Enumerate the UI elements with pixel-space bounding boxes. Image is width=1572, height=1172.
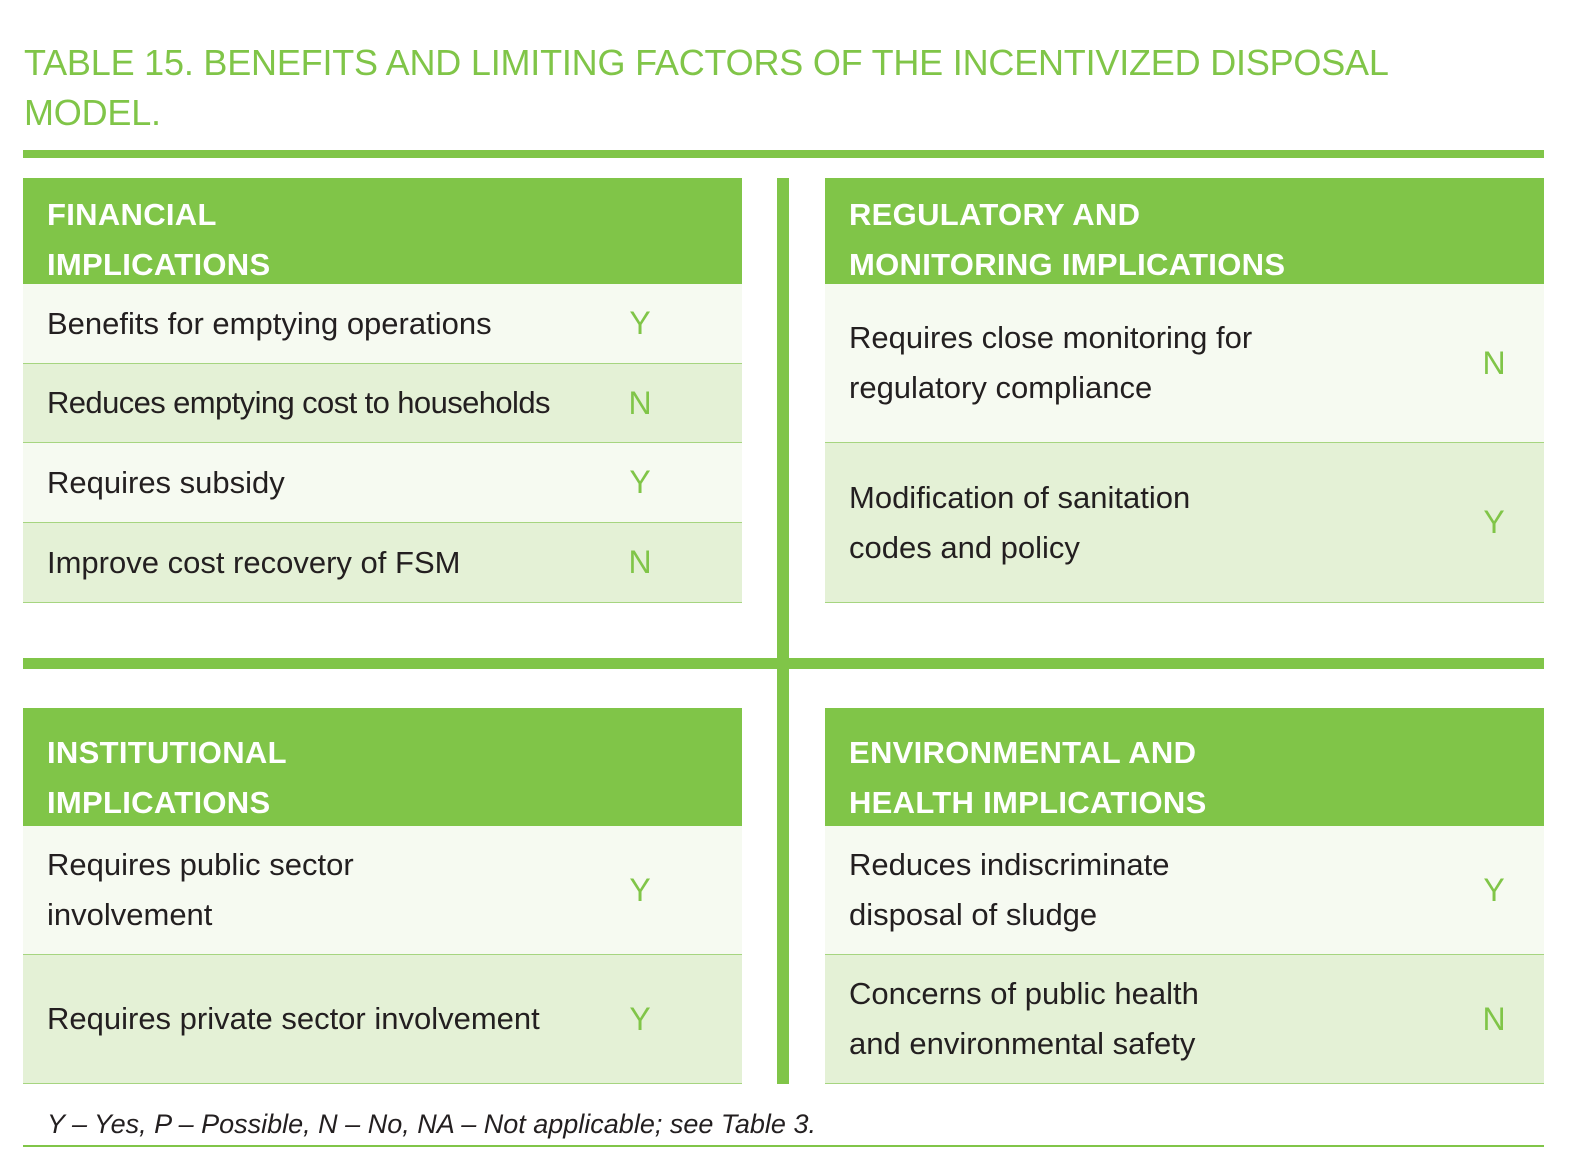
row-label: Requires public sector involvement [47,847,354,932]
row-label: Concerns of public health and environmen… [849,976,1199,1061]
row-label: Reduces emptying cost to households [47,385,550,420]
table-row: Concerns of public health and environmen… [825,955,1544,1084]
table-row: Benefits for emptying operations Y [23,284,742,364]
table-row: Modification of sanitation codes and pol… [825,443,1544,603]
row-label: Reduces indiscriminate disposal of sludg… [849,847,1170,932]
row-label: Requires close monitoring for regulatory… [849,320,1253,405]
footnote: Y – Yes, P – Possible, N – No, NA – Not … [47,1109,816,1139]
row-value: Y [629,464,651,500]
bottom-divider [23,1145,1544,1147]
row-value: N [1482,1000,1506,1037]
table-row: Requires private sector involvement Y [23,955,742,1084]
row-label: Requires subsidy [47,464,285,500]
row-value: Y [1483,504,1505,540]
panel-heading: REGULATORY AND MONITORING IMPLICATIONS [825,178,1544,284]
panel-heading: INSTITUTIONAL IMPLICATIONS [23,708,742,826]
row-value: Y [1483,871,1505,908]
regulatory-implications-panel: REGULATORY AND MONITORING IMPLICATIONS R… [825,178,1544,603]
panel-heading: FINANCIAL IMPLICATIONS [23,178,742,284]
row-value: N [628,384,652,421]
row-value: N [628,544,652,580]
row-label: Modification of sanitation codes and pol… [849,479,1191,565]
row-label: Improve cost recovery of FSM [47,544,461,580]
environmental-implications-panel: ENVIRONMENTAL AND HEALTH IMPLICATIONS Re… [825,708,1544,1084]
financial-implications-panel: FINANCIAL IMPLICATIONS Benefits for empt… [23,178,742,603]
row-value: N [1482,344,1506,381]
row-value: Y [629,305,651,341]
row-label: Requires private sector involvement [47,1001,540,1036]
row-label: Benefits for emptying operations [47,305,492,341]
table-row: Requires public sector involvement Y [23,826,742,955]
row-value: Y [629,1000,651,1037]
center-divider [777,178,789,1084]
institutional-implications-panel: INSTITUTIONAL IMPLICATIONS Requires publ… [23,708,742,1084]
row-value: Y [629,871,651,908]
top-divider [23,150,1544,158]
panel-heading: ENVIRONMENTAL AND HEALTH IMPLICATIONS [825,708,1544,826]
table-row: Reduces indiscriminate disposal of sludg… [825,826,1544,955]
table-row: Improve cost recovery of FSM N [23,523,742,603]
table-row: Requires subsidy Y [23,443,742,523]
table-row: Reduces emptying cost to households N [23,364,742,443]
table-title: TABLE 15. BENEFITS AND LIMITING FACTORS … [24,42,1388,133]
table-row: Requires close monitoring for regulatory… [825,284,1544,443]
